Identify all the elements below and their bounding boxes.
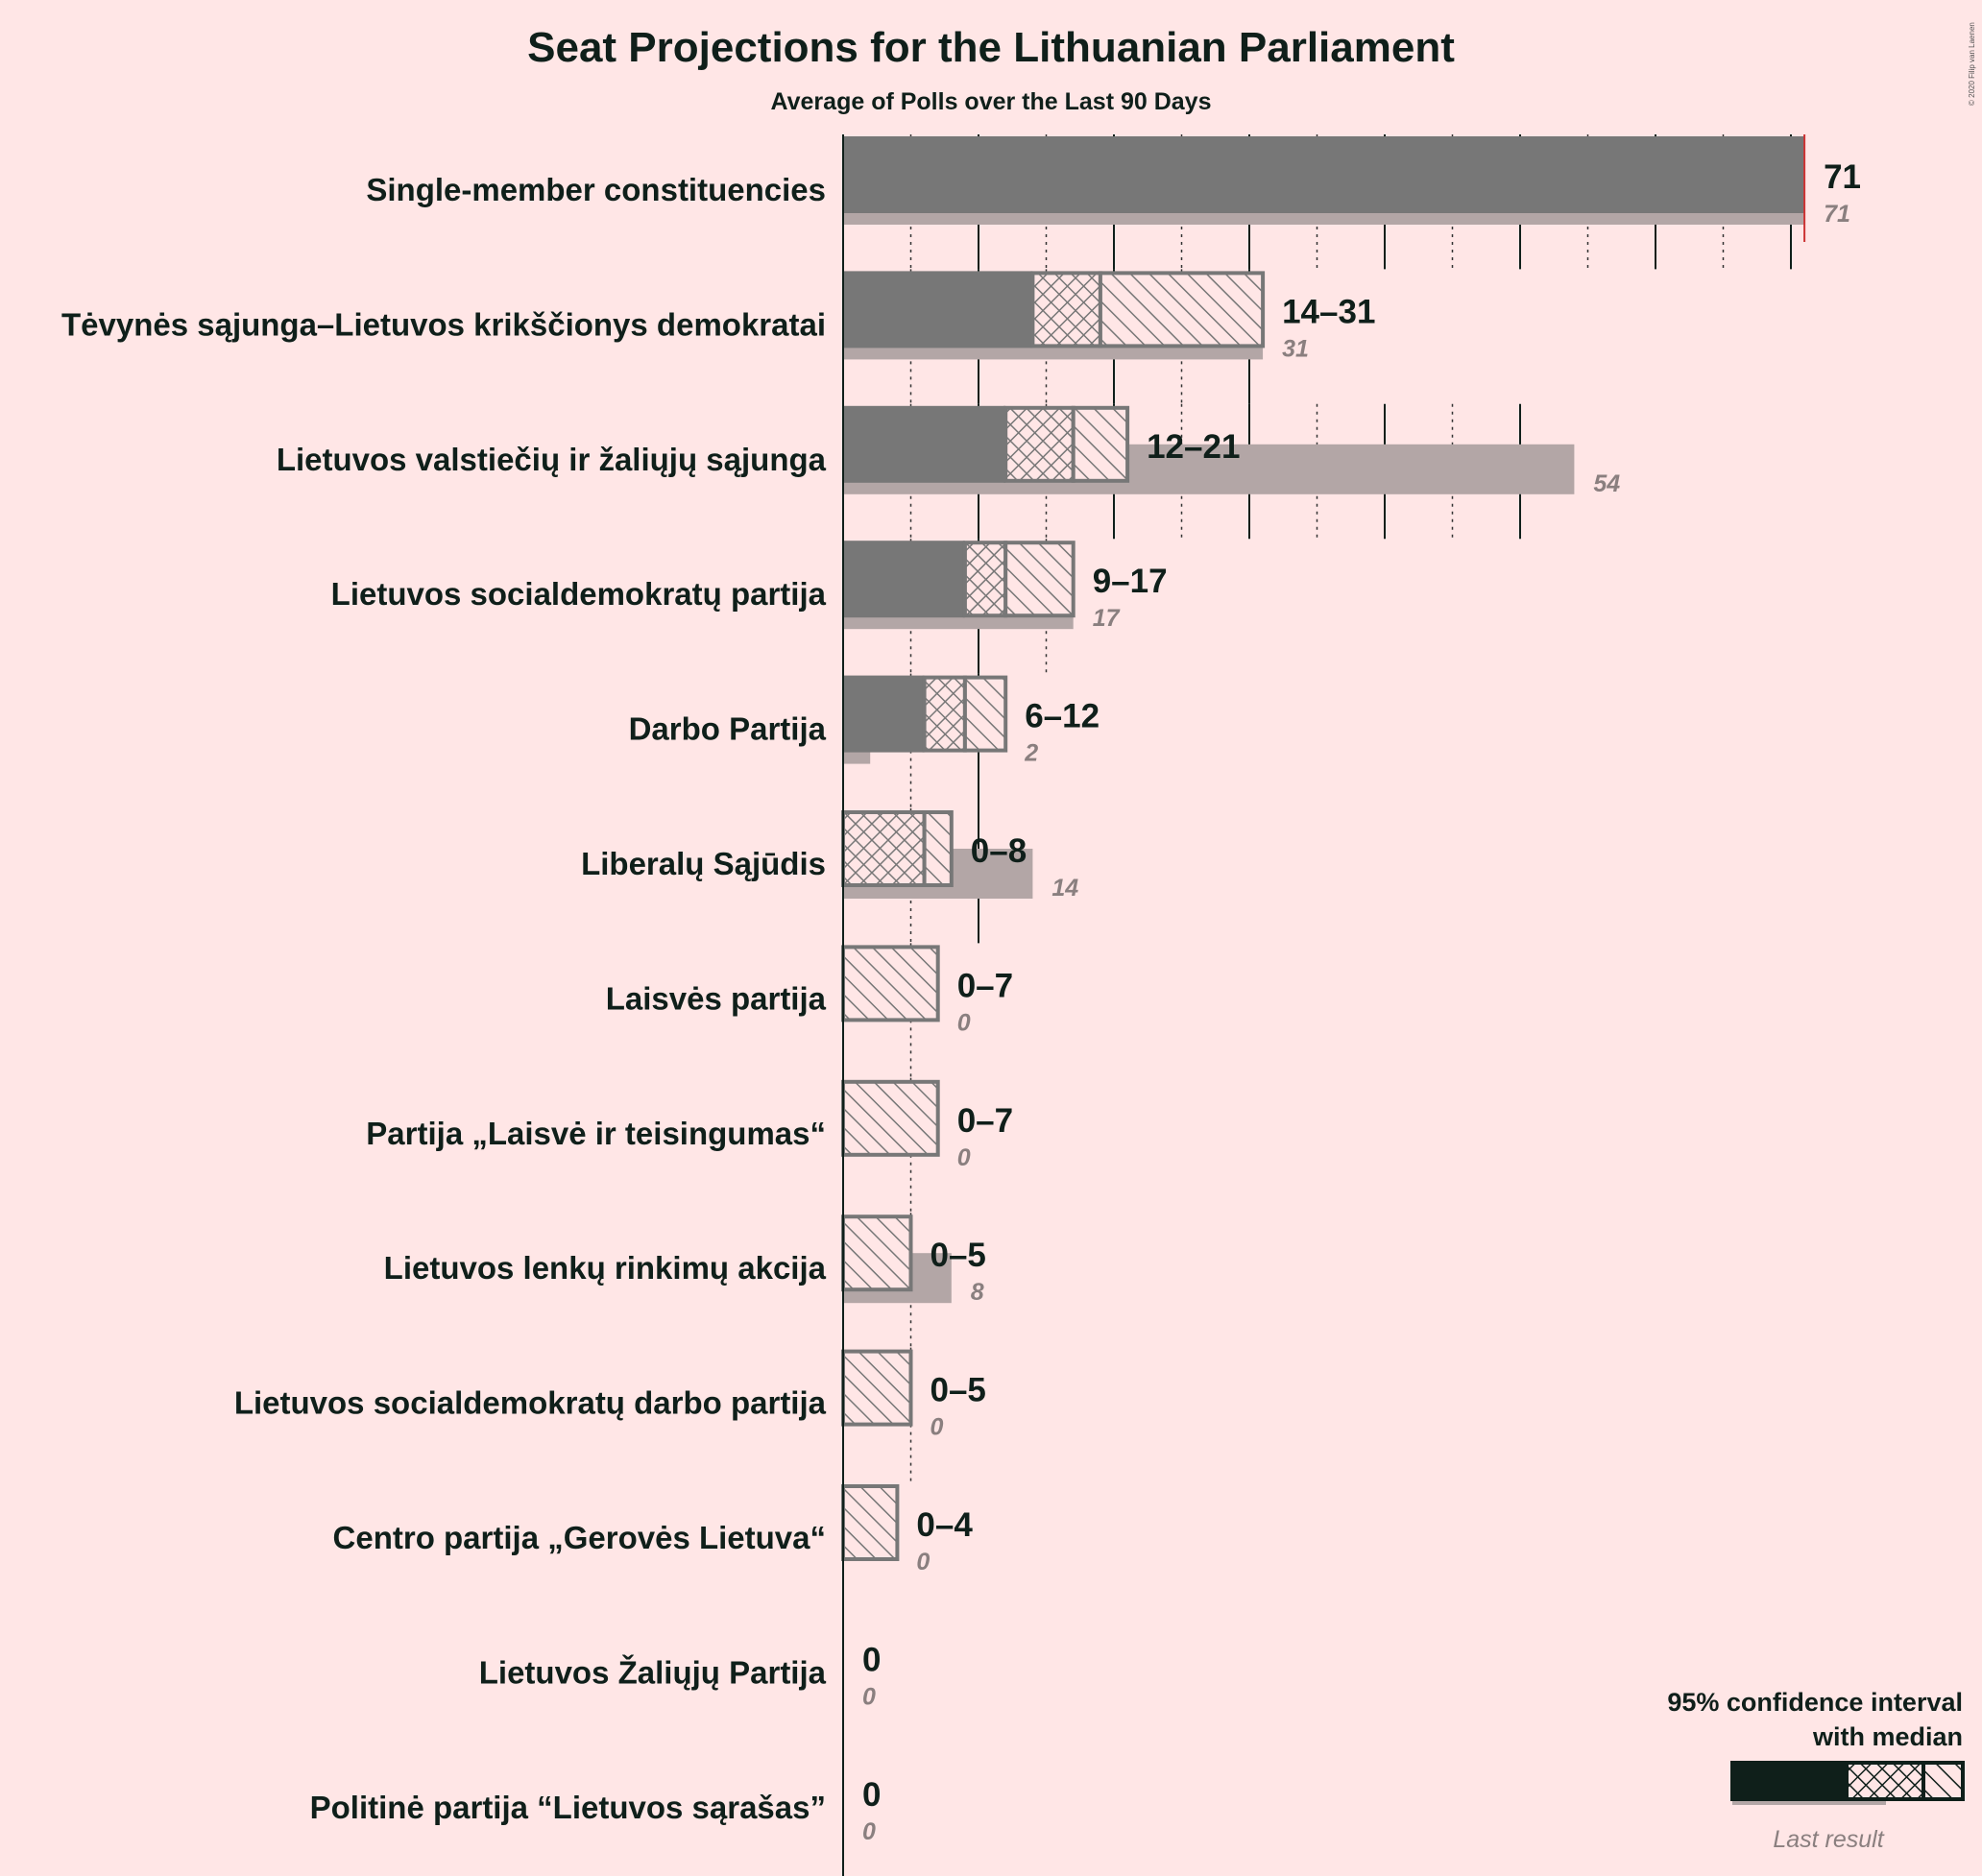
last-result-label: 54 [1593, 470, 1620, 497]
hatch-bar [1071, 405, 1130, 483]
solid-bar [843, 675, 925, 753]
last-result-label: 14 [1051, 875, 1078, 902]
hatch-bar [841, 945, 940, 1022]
legend-title-line2: with median [1812, 1722, 1963, 1751]
last-result-label: 0 [931, 1414, 944, 1441]
range-label: 12–21 [1147, 428, 1240, 466]
party-label: Partija „Laisvė ir teisingumas“ [366, 1116, 826, 1151]
legend: 95% confidence interval with median Last… [1667, 1688, 1965, 1853]
range-label: 0–5 [931, 1372, 986, 1409]
bars-layer [841, 134, 1806, 1876]
hatch-bar [962, 675, 1008, 753]
range-label: 9–17 [1093, 563, 1168, 600]
range-label: 6–12 [1025, 698, 1100, 735]
crosshatch-bar [841, 810, 927, 887]
party-label: Lietuvos valstiečių ir žaliųjų sąjunga [277, 442, 827, 477]
party-label: Lietuvos socialdemokratų partija [331, 576, 827, 612]
crosshatch-bar [1003, 405, 1076, 483]
hatch-bar [1098, 271, 1266, 349]
party-label: Lietuvos Žaliųjų Partija [479, 1654, 827, 1690]
party-label: Liberalų Sąjūdis [581, 846, 826, 881]
crosshatch-bar [962, 541, 1008, 618]
range-label: 0–7 [957, 967, 1013, 1004]
solid-bar [843, 405, 1006, 483]
solid-bar [843, 271, 1033, 349]
last-result-label: 0 [957, 1144, 971, 1171]
legend-last-result-label: Last result [1773, 1826, 1884, 1853]
range-label: 0–8 [971, 832, 1027, 870]
party-label: Darbo Partija [629, 711, 827, 747]
range-label: 0–4 [916, 1506, 973, 1544]
party-label: Lietuvos lenkų rinkimų akcija [384, 1250, 827, 1286]
hatch-bar [922, 810, 954, 887]
chart-title: Seat Projections for the Lithuanian Parl… [527, 24, 1455, 71]
party-label: Centro partija „Gerovės Lietuva“ [333, 1520, 826, 1555]
solid-bar [843, 541, 965, 618]
hatch-bar [841, 1349, 913, 1427]
range-label: 0–5 [931, 1237, 986, 1274]
party-label: Politinė partija “Lietuvos sąrašas” [310, 1790, 826, 1825]
legend-crosshatch-swatch [1845, 1761, 1925, 1801]
hatch-bar [841, 1079, 940, 1157]
last-result-label: 17 [1093, 605, 1121, 632]
hatch-bar [841, 1215, 913, 1292]
last-result-label: 2 [1024, 740, 1038, 767]
crosshatch-bar [1030, 271, 1102, 349]
legend-solid-swatch [1730, 1761, 1847, 1801]
last-result-label: 8 [971, 1279, 984, 1306]
range-label: 14–31 [1282, 293, 1375, 330]
range-label: 0 [862, 1776, 881, 1814]
last-result-label: 71 [1824, 201, 1850, 228]
last-result-label: 31 [1282, 335, 1309, 362]
hatch-bar [841, 1484, 900, 1561]
party-label: Lietuvos socialdemokratų darbo partija [234, 1385, 827, 1421]
party-label: Single-member constituencies [366, 172, 826, 207]
party-label: Laisvės partija [606, 980, 827, 1016]
solid-bar [843, 136, 1805, 213]
party-label: Tėvynės sąjunga–Lietuvos krikščionys dem… [61, 306, 826, 342]
last-result-label: 0 [862, 1818, 876, 1845]
crosshatch-bar [922, 675, 967, 753]
range-label: 0 [862, 1641, 881, 1678]
range-label: 71 [1824, 158, 1861, 196]
range-label: 0–7 [957, 1102, 1013, 1140]
last-result-label: 0 [862, 1683, 876, 1710]
hatch-bar [1003, 541, 1076, 618]
legend-title-line1: 95% confidence interval [1667, 1688, 1963, 1717]
labels-layer: Single-member constituencies 71 71 Tėvynės … [61, 158, 1861, 1845]
last-result-label: 0 [916, 1549, 930, 1575]
last-result-label: 0 [957, 1009, 971, 1036]
legend-hatch-swatch [1922, 1761, 1965, 1801]
copyright-notice: © 2020 Filip van Laenen [1968, 22, 1976, 106]
chart-subtitle: Average of Polls over the Last 90 Days [771, 88, 1212, 115]
